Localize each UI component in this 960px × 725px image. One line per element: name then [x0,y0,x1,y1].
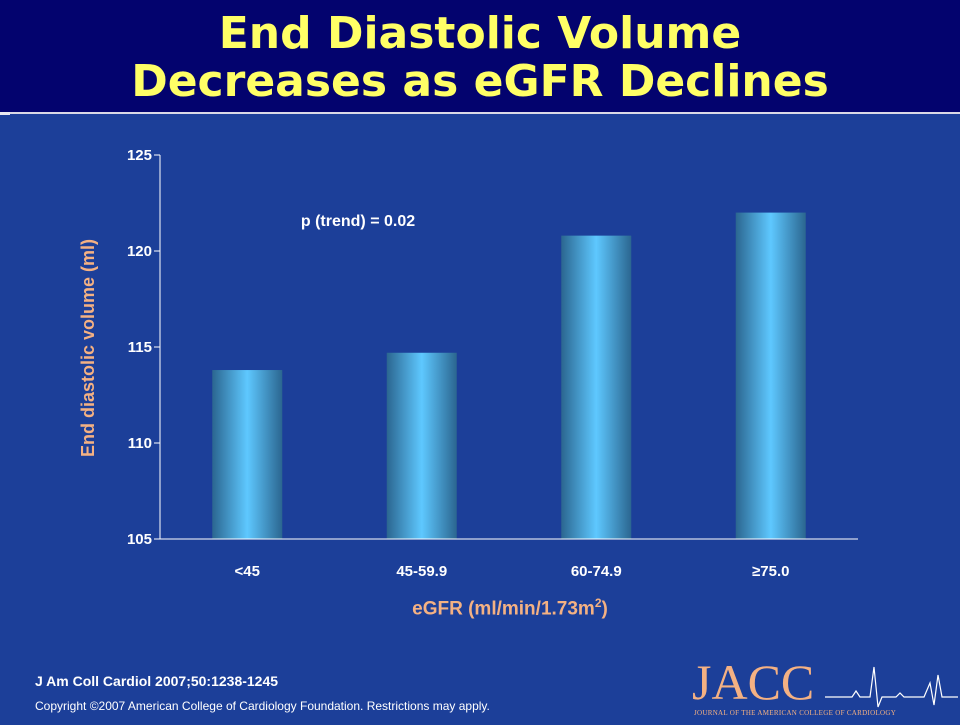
title-divider [0,112,960,114]
x-tick-label: ≥75.0 [752,563,789,580]
title-bar: End Diastolic Volume Decreases as eGFR D… [0,0,960,112]
copyright-notice: Copyright ©2007 American College of Card… [35,699,490,713]
page-title-line-2: Decreases as eGFR Declines [131,56,829,107]
page-title-line-1: End Diastolic Volume [218,8,742,59]
y-tick-label: 120 [127,243,152,260]
x-tick-label: 60-74.9 [571,563,622,580]
x-tick-label: <45 [235,563,260,580]
x-axis-label-end: ) [601,598,608,620]
p-trend-annotation: p (trend) = 0.02 [301,213,415,230]
y-tick-label: 115 [128,339,152,356]
bars-layer [212,212,806,539]
title-divider-accent [0,112,10,115]
citation: J Am Coll Cardiol 2007;50:1238-1245 [35,673,279,689]
x-axis-label: eGFR (ml/min/1.73m2) [380,596,640,620]
logo-subtitle: JOURNAL OF THE AMERICAN COLLEGE OF CARDI… [694,709,896,717]
y-ticks: 105 110 115 120 125 [127,147,160,548]
logo-wordmark: JACC [692,655,814,710]
x-axis-label-superscript: 2 [594,596,602,610]
x-tick-label: 45-59.9 [396,563,447,580]
bar-0 [212,370,283,539]
journal-logo-graphic: JACC JOURNAL OF THE AMERICAN COLLEGE OF … [692,654,958,717]
y-tick-label: 125 [127,147,152,164]
bar-1 [386,352,457,539]
y-tick-label: 110 [128,435,152,452]
x-axis-label-main: eGFR (ml/min/1.73m [412,598,595,620]
ecg-trace-icon [825,666,958,708]
jacc-logo: JACC JOURNAL OF THE AMERICAN COLLEGE OF … [690,654,960,720]
bar-2 [561,235,632,539]
y-tick-label: 105 [127,531,152,548]
y-axis-label: End diastolic volume (ml) [78,239,98,457]
bar-3 [735,212,806,539]
x-ticks: <45 45-59.9 60-74.9 ≥75.0 [235,563,790,580]
